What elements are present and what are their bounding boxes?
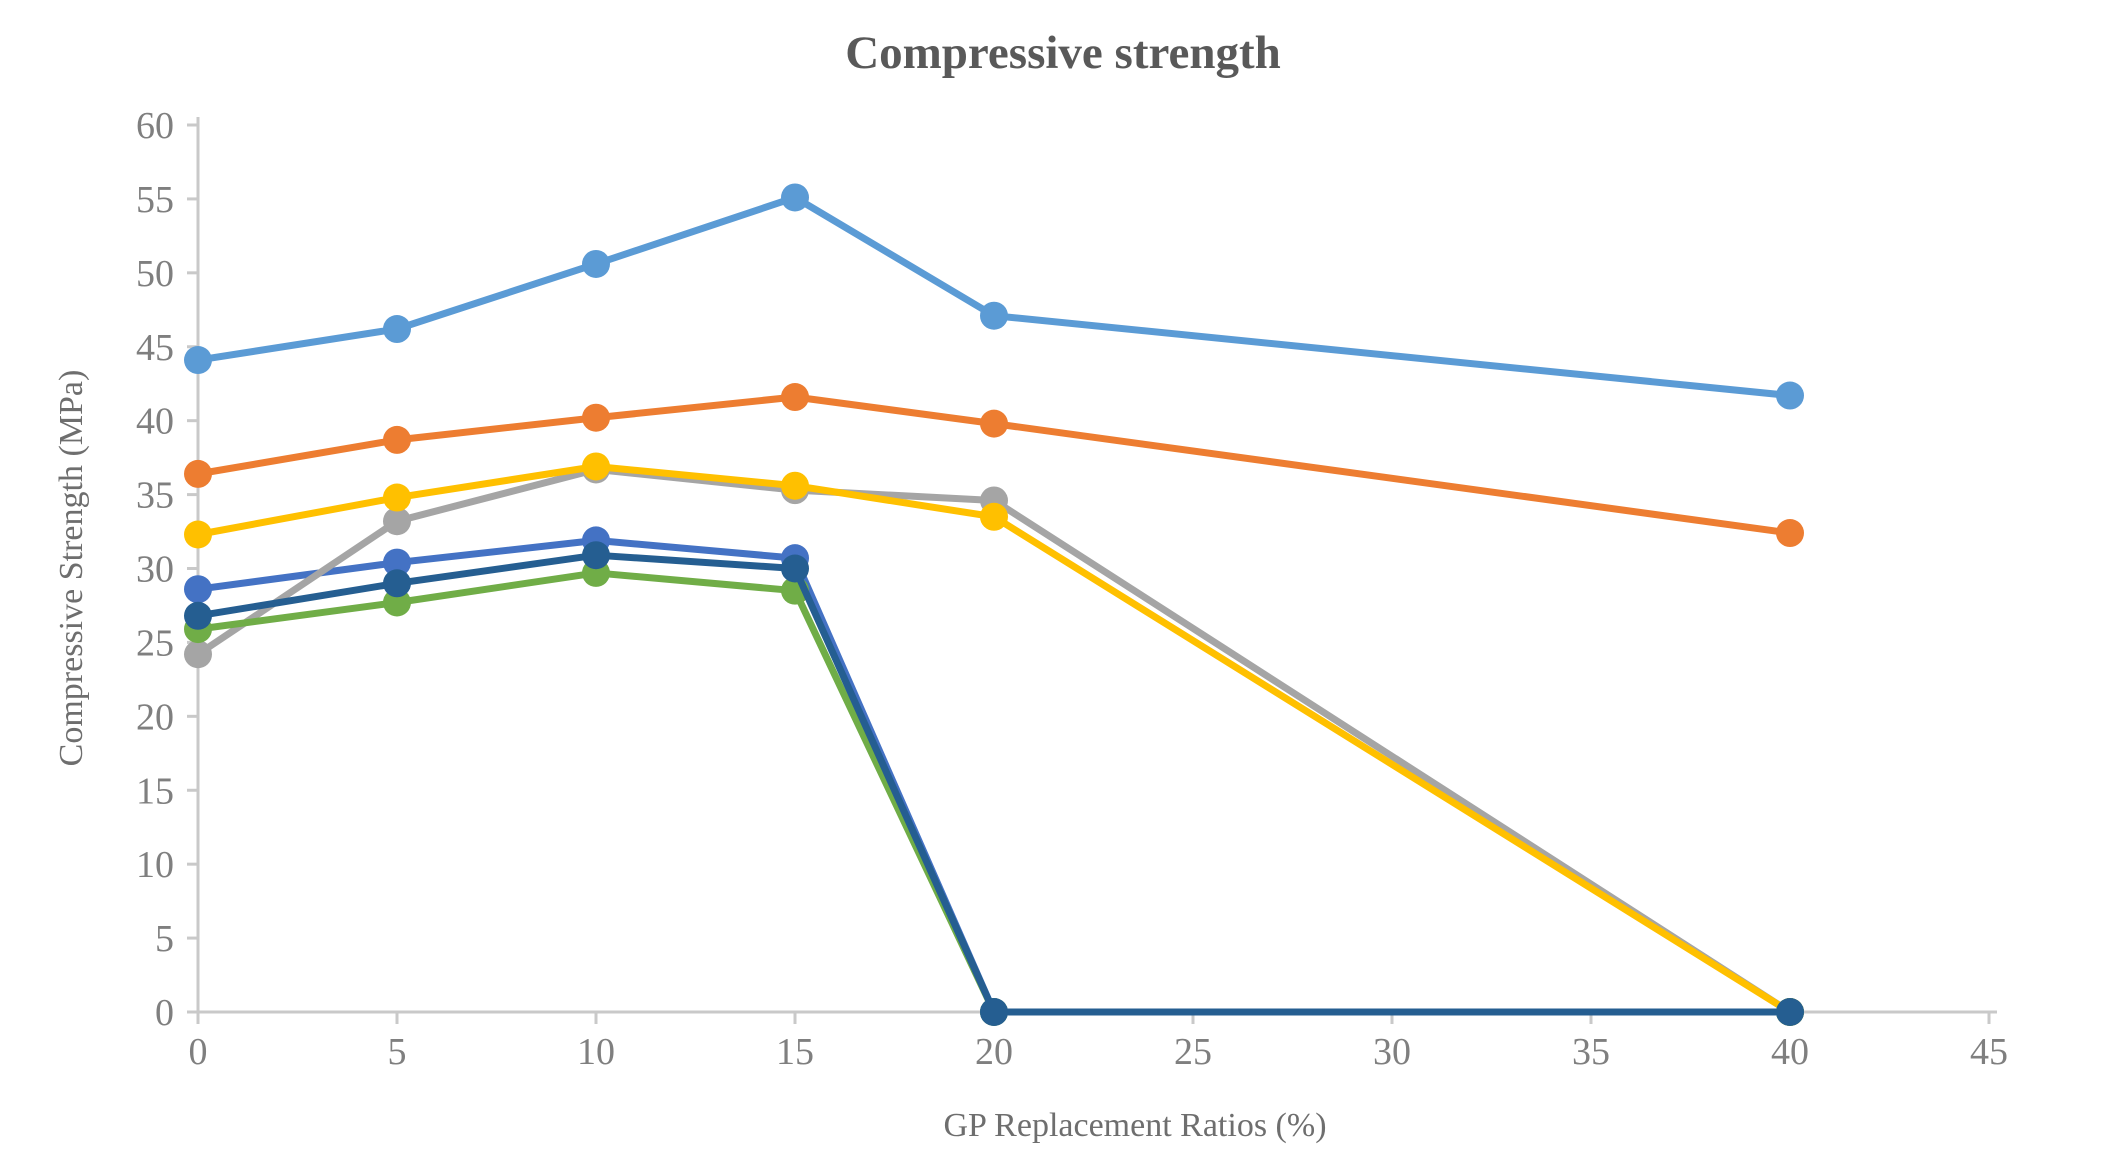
y-tick-label: 50 (136, 253, 174, 295)
data-point-marker-green-series (383, 588, 411, 617)
y-tick-label: 15 (136, 770, 174, 812)
x-tick-label: 30 (1373, 1031, 1411, 1073)
data-point-marker-orange-series (582, 403, 610, 432)
data-point-marker-royal-blue-series (184, 575, 212, 604)
y-tick-label: 30 (136, 549, 174, 591)
data-point-marker-light-blue-series (383, 315, 411, 344)
y-tick-label: 25 (136, 622, 174, 664)
data-point-marker-gray-series (184, 640, 212, 669)
x-tick-label: 35 (1572, 1031, 1610, 1073)
chart-title: Compressive strength (845, 27, 1281, 79)
x-tick-label: 25 (1174, 1031, 1212, 1073)
data-point-marker-yellow-series (980, 502, 1008, 531)
data-point-marker-dark-blue-series (184, 601, 212, 630)
data-point-marker-light-blue-series (980, 301, 1008, 330)
data-point-marker-dark-blue-series (383, 569, 411, 598)
x-tick-label: 15 (776, 1031, 814, 1073)
x-tick-label: 0 (189, 1031, 208, 1073)
series-line-yellow-series (194, 462, 1794, 1016)
tick-labels: 0 5 10 15 20 25 30 35 40 45 50 55 60 0 5 10 15 20 25 30 35 40… (136, 105, 2008, 1073)
x-tick-label: 40 (1771, 1031, 1809, 1073)
data-series (184, 183, 1804, 1026)
data-point-marker-light-blue-series (582, 249, 610, 278)
y-tick-label: 55 (136, 179, 174, 221)
axes (187, 117, 1997, 1024)
series-line-light-blue-series (194, 193, 1794, 400)
y-tick-label: 60 (136, 105, 174, 147)
data-point-marker-dark-blue-series (980, 998, 1008, 1026)
data-point-marker-light-blue-series (781, 183, 809, 212)
y-tick-label: 35 (136, 475, 174, 517)
data-point-marker-yellow-series (781, 471, 809, 500)
data-point-marker-orange-series (383, 425, 411, 454)
y-tick-label: 45 (136, 327, 174, 369)
x-axis-title: GP Replacement Ratios (%) (943, 1107, 1326, 1144)
data-point-marker-royal-blue-series (383, 548, 411, 577)
data-point-marker-dark-blue-series (582, 541, 610, 570)
data-point-marker-orange-series (980, 409, 1008, 438)
series-line-green-series (194, 569, 1794, 1016)
x-tick-label: 45 (1970, 1031, 2008, 1073)
data-point-marker-orange-series (781, 383, 809, 412)
data-point-marker-light-blue-series (1776, 381, 1804, 410)
x-tick-label: 10 (577, 1031, 615, 1073)
data-point-marker-dark-blue-series (781, 554, 809, 583)
data-point-marker-gray-series (383, 507, 411, 536)
series-line-dark-blue-series (194, 551, 1794, 1016)
y-tick-label: 10 (136, 844, 174, 886)
x-tick-label: 5 (388, 1031, 407, 1073)
series-line-gray-series (194, 465, 1794, 1016)
y-tick-label: 40 (136, 401, 174, 443)
y-tick-label: 0 (155, 992, 174, 1034)
data-point-marker-orange-series (1776, 519, 1804, 548)
series-line-orange-series (194, 393, 1794, 537)
data-point-marker-light-blue-series (184, 346, 212, 375)
data-point-marker-orange-series (184, 459, 212, 488)
series-line-royal-blue-series (194, 536, 1794, 1016)
y-tick-label: 20 (136, 696, 174, 738)
data-point-marker-yellow-series (582, 452, 610, 481)
data-point-marker-yellow-series (383, 483, 411, 512)
x-tick-label: 20 (975, 1031, 1013, 1073)
y-axis-title: Compressive Strength (MPa) (53, 370, 90, 767)
y-tick-label: 5 (155, 918, 174, 960)
data-point-marker-dark-blue-series (1776, 998, 1804, 1026)
data-point-marker-yellow-series (184, 520, 212, 549)
